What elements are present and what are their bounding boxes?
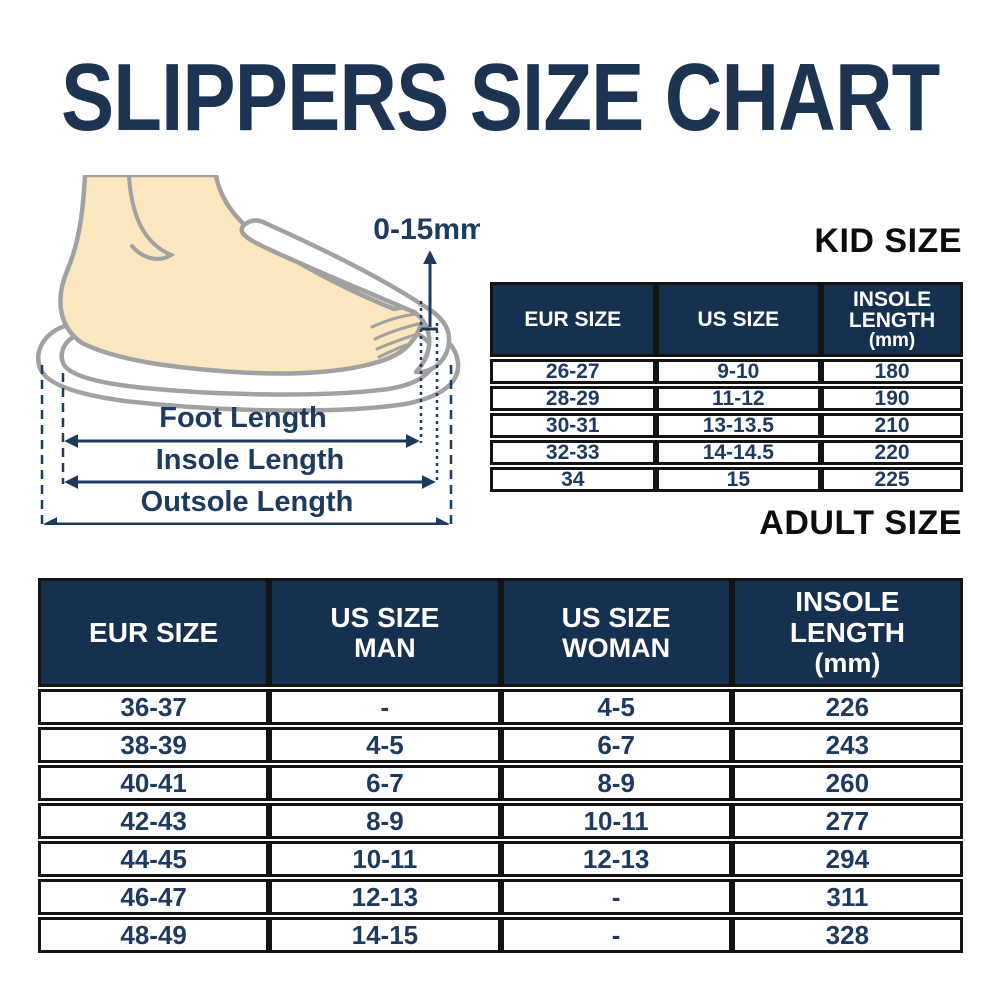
cell: 28-29: [490, 386, 656, 411]
kid-table-row: 34 15 225: [490, 467, 963, 492]
cell: 220: [821, 440, 963, 465]
cell: 48-49: [38, 917, 270, 953]
adult-table-row: 44-45 10-11 12-13 294: [38, 841, 963, 877]
cell: -: [500, 879, 732, 915]
cell: 8-9: [269, 803, 501, 839]
kid-table-row: 26-27 9-10 180: [490, 359, 963, 384]
cell: 26-27: [490, 359, 656, 384]
adult-table-row: 36-37 - 4-5 226: [38, 689, 963, 725]
cell: -: [269, 689, 501, 725]
cell: 9-10: [655, 359, 822, 384]
adult-header-eur-size: EUR SIZE: [38, 578, 270, 687]
kid-header-eur-size: EUR SIZE: [490, 282, 656, 357]
toe-gap-label: 0-15mm: [373, 213, 480, 246]
toe-lines: [370, 312, 420, 359]
outsole-length-label: Outsole Length: [141, 486, 354, 518]
cell: 180: [821, 359, 963, 384]
adult-table-row: 46-47 12-13 - 311: [38, 879, 963, 915]
cell: 40-41: [38, 765, 270, 801]
cell: 225: [821, 467, 963, 492]
cell: 46-47: [38, 879, 270, 915]
cell: 13-13.5: [655, 413, 822, 438]
cell: 260: [731, 765, 963, 801]
cell: -: [500, 917, 732, 953]
cell: 32-33: [490, 440, 656, 465]
kid-header-us-size: US SIZE: [655, 282, 822, 357]
length-dimension-arrows: [43, 434, 450, 525]
page-title: SLIPPERS SIZE CHART: [60, 44, 940, 151]
cell: 38-39: [38, 727, 270, 763]
cell: 14-14.5: [655, 440, 822, 465]
cell: 30-31: [490, 413, 656, 438]
cell: 6-7: [500, 727, 732, 763]
kid-table-row: 30-31 13-13.5 210: [490, 413, 963, 438]
foot-measurement-diagram: 0-15mm Foot Length Insole Length Outsole…: [36, 175, 480, 525]
adult-header-us-size-man: US SIZE MAN: [269, 578, 501, 687]
cell: 328: [731, 917, 963, 953]
cell: 11-12: [655, 386, 822, 411]
cell: 4-5: [500, 689, 732, 725]
cell: 12-13: [500, 841, 732, 877]
cell: 10-11: [500, 803, 732, 839]
guide-lines: [40, 301, 453, 525]
cell: 12-13: [269, 879, 501, 915]
cell: 36-37: [38, 689, 270, 725]
adult-table-row: 38-39 4-5 6-7 243: [38, 727, 963, 763]
adult-header-us-size-woman: US SIZE WOMAN: [500, 578, 732, 687]
page-header: SLIPPERS SIZE CHART: [0, 50, 1000, 146]
cell: 44-45: [38, 841, 270, 877]
kid-header-row: EUR SIZE US SIZE INSOLE LENGTH (mm): [490, 282, 963, 357]
kid-header-insole-length: INSOLE LENGTH (mm): [821, 282, 963, 357]
kid-table-row: 28-29 11-12 190: [490, 386, 963, 411]
kid-size-section-label: KID SIZE: [814, 222, 962, 260]
adult-table-row: 48-49 14-15 - 328: [38, 917, 963, 953]
insole-length-label: Insole Length: [156, 444, 345, 476]
cell: 294: [731, 841, 963, 877]
adult-table-row: 42-43 8-9 10-11 277: [38, 803, 963, 839]
adult-header-insole-length: INSOLE LENGTH (mm): [731, 578, 963, 687]
cell: 243: [731, 727, 963, 763]
cell: 8-9: [500, 765, 732, 801]
adult-header-row: EUR SIZE US SIZE MAN US SIZE WOMAN INSOLE …: [38, 578, 963, 687]
cell: 226: [731, 689, 963, 725]
cell: 4-5: [269, 727, 501, 763]
adult-table-row: 40-41 6-7 8-9 260: [38, 765, 963, 801]
cell: 311: [731, 879, 963, 915]
kid-size-table: EUR SIZE US SIZE INSOLE LENGTH (mm) 26-27…: [490, 280, 963, 494]
cell: 34: [490, 467, 656, 492]
ankle-line: [127, 175, 176, 261]
cell: 15: [655, 467, 822, 492]
cell: 42-43: [38, 803, 270, 839]
strap-shape: [239, 218, 452, 375]
cell: 210: [821, 413, 963, 438]
cell: 10-11: [269, 841, 501, 877]
kid-table-row: 32-33 14-14.5 220: [490, 440, 963, 465]
cell: 277: [731, 803, 963, 839]
cell: 190: [821, 386, 963, 411]
adult-size-table: EUR SIZE US SIZE MAN US SIZE WOMAN INSOLE …: [38, 576, 963, 955]
cell: 6-7: [269, 765, 501, 801]
adult-size-section-label: ADULT SIZE: [759, 504, 962, 542]
cell: 14-15: [269, 917, 501, 953]
toe-gap-dimension: [421, 250, 438, 331]
foot-length-label: Foot Length: [159, 402, 327, 434]
